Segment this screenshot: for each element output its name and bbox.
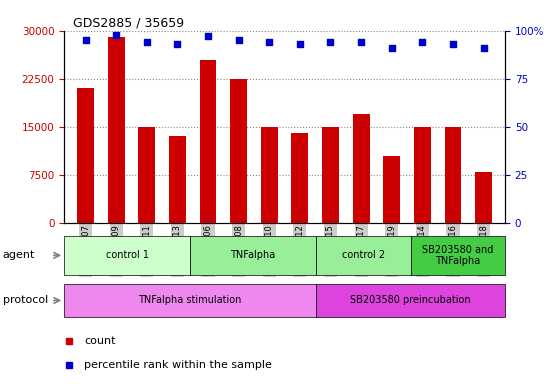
- Point: [81, 37, 90, 43]
- Text: SB203580 preincubation: SB203580 preincubation: [350, 295, 471, 306]
- Text: TNFalpha stimulation: TNFalpha stimulation: [138, 295, 242, 306]
- Point: [204, 33, 213, 40]
- Text: percentile rank within the sample: percentile rank within the sample: [84, 360, 272, 370]
- Bar: [230, 79, 247, 223]
- Text: control 1: control 1: [105, 250, 148, 260]
- Text: control 2: control 2: [341, 250, 385, 260]
- Bar: [169, 136, 186, 223]
- Bar: [475, 172, 492, 223]
- Bar: [414, 127, 431, 223]
- Point: [295, 41, 304, 47]
- Point: [112, 31, 121, 38]
- Bar: [353, 114, 369, 223]
- Point: [418, 39, 427, 45]
- Text: TNFalpha: TNFalpha: [230, 250, 276, 260]
- Point: [234, 37, 243, 43]
- Text: agent: agent: [3, 250, 35, 260]
- Text: SB203580 and
TNFalpha: SB203580 and TNFalpha: [422, 245, 493, 266]
- Text: protocol: protocol: [3, 295, 48, 306]
- Bar: [316, 236, 411, 275]
- Bar: [200, 60, 217, 223]
- Bar: [138, 127, 155, 223]
- Bar: [64, 284, 316, 317]
- Text: count: count: [84, 336, 116, 346]
- Point: [142, 39, 151, 45]
- Point: [449, 41, 458, 47]
- Bar: [322, 127, 339, 223]
- Point: [357, 39, 365, 45]
- Point: [326, 39, 335, 45]
- Point: [173, 41, 182, 47]
- Bar: [64, 236, 190, 275]
- Point: [479, 45, 488, 51]
- Bar: [291, 133, 309, 223]
- Bar: [316, 284, 505, 317]
- Bar: [445, 127, 461, 223]
- Bar: [383, 156, 400, 223]
- Bar: [261, 127, 278, 223]
- Point: [265, 39, 274, 45]
- Bar: [411, 236, 505, 275]
- Text: GDS2885 / 35659: GDS2885 / 35659: [73, 17, 184, 30]
- Point: [387, 45, 396, 51]
- Bar: [77, 88, 94, 223]
- Bar: [190, 236, 316, 275]
- Bar: [108, 37, 124, 223]
